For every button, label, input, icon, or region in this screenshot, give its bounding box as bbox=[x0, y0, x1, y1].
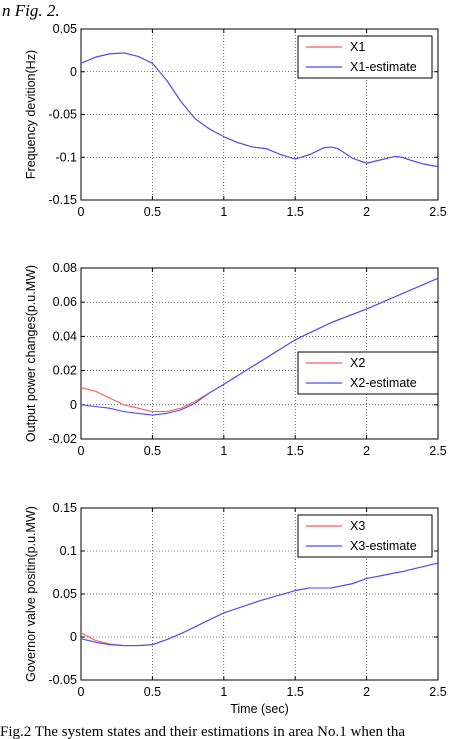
y-tick-label: 0.1 bbox=[60, 544, 77, 558]
x-tick-label: 0.5 bbox=[144, 685, 161, 699]
x-tick-label: 1 bbox=[220, 685, 227, 699]
legend-label: X1-estimate bbox=[350, 60, 417, 74]
y-tick-label: 0.05 bbox=[53, 22, 77, 36]
y-tick-label: -0.1 bbox=[55, 150, 77, 164]
legend-box bbox=[297, 35, 433, 79]
legend-box bbox=[297, 351, 439, 395]
charts-group: 0 0.5 1 1.5 2 2.50.050-0.05-0.1-0.15Frequency… bbox=[24, 22, 447, 716]
legend-label: X2 bbox=[350, 356, 365, 370]
x-tick-label: 1 bbox=[220, 205, 227, 219]
chart-panel-1: 0 0.5 1 1.5 2 2.5 0.05 0 -0.05 -0.1 -0.15 Frequency… bbox=[24, 22, 447, 219]
y-tick-label: 0 bbox=[70, 398, 77, 412]
y-tick-label: 0.06 bbox=[53, 295, 77, 309]
figure-caption: Fig.2 The system states and their estima… bbox=[0, 724, 405, 739]
x-axis-label: Time (sec) bbox=[230, 702, 289, 716]
legend: X1 X1-estimate bbox=[297, 35, 433, 79]
y-tick-label: 0.02 bbox=[53, 364, 77, 378]
legend-label: X3 bbox=[350, 519, 365, 533]
y-tick-label: 0 bbox=[70, 630, 77, 644]
legend-label: X3-estimate bbox=[350, 539, 417, 553]
x-tick-label: 2 bbox=[363, 685, 370, 699]
x-tick-label: 2 bbox=[363, 205, 370, 219]
x-tick-label: 1.5 bbox=[287, 205, 304, 219]
legend-box bbox=[297, 514, 433, 558]
x-tick-label: 1.5 bbox=[287, 444, 304, 458]
y-tick-label: -0.05 bbox=[49, 673, 78, 687]
y-tick-label: 0.08 bbox=[53, 261, 77, 275]
legend-label: X1 bbox=[350, 40, 365, 54]
x-tick-label: 0 bbox=[78, 685, 85, 699]
series-line-x2-estimate bbox=[80, 277, 439, 416]
x-tick-label: 2 bbox=[363, 444, 370, 458]
y-tick-label: 0 bbox=[70, 65, 77, 79]
series-line-x3-estimate bbox=[80, 562, 439, 647]
y-axis-label: Output power changes(p.u.MW) bbox=[24, 265, 38, 442]
legend-label: X2-estimate bbox=[350, 376, 417, 390]
x-tick-label: 2.5 bbox=[429, 205, 446, 219]
y-axis-label: Governor valve positin(p.u.MW) bbox=[24, 506, 38, 682]
series-line-x1-estimate bbox=[80, 52, 439, 168]
y-tick-label: -0.02 bbox=[49, 432, 78, 446]
x-tick-label: 0 bbox=[78, 444, 85, 458]
x-tick-label: 1 bbox=[220, 444, 227, 458]
legend: X3 X3-estimate bbox=[297, 514, 433, 558]
x-tick-label: 2.5 bbox=[429, 685, 446, 699]
y-tick-label: 0.15 bbox=[53, 501, 77, 515]
y-tick-label: 0.05 bbox=[53, 587, 77, 601]
y-axis-label: Frequency devition(Hz) bbox=[24, 50, 38, 179]
header-fragment: n Fig. 2. bbox=[2, 1, 60, 20]
legend: X2 X2-estimate bbox=[297, 351, 439, 395]
x-tick-label: 1.5 bbox=[287, 685, 304, 699]
x-tick-label: 2.5 bbox=[429, 444, 446, 458]
x-tick-label: 0.5 bbox=[144, 444, 161, 458]
chart-panel-2: 0 0.5 1 1.5 2 2.50.080.060.040.020-0.02Output… bbox=[24, 261, 447, 458]
x-tick-label: 0 bbox=[78, 205, 85, 219]
x-tick-label: 0.5 bbox=[144, 205, 161, 219]
y-tick-label: -0.15 bbox=[49, 193, 78, 207]
y-tick-label: 0.04 bbox=[53, 329, 77, 343]
y-tick-label: -0.05 bbox=[49, 108, 78, 122]
